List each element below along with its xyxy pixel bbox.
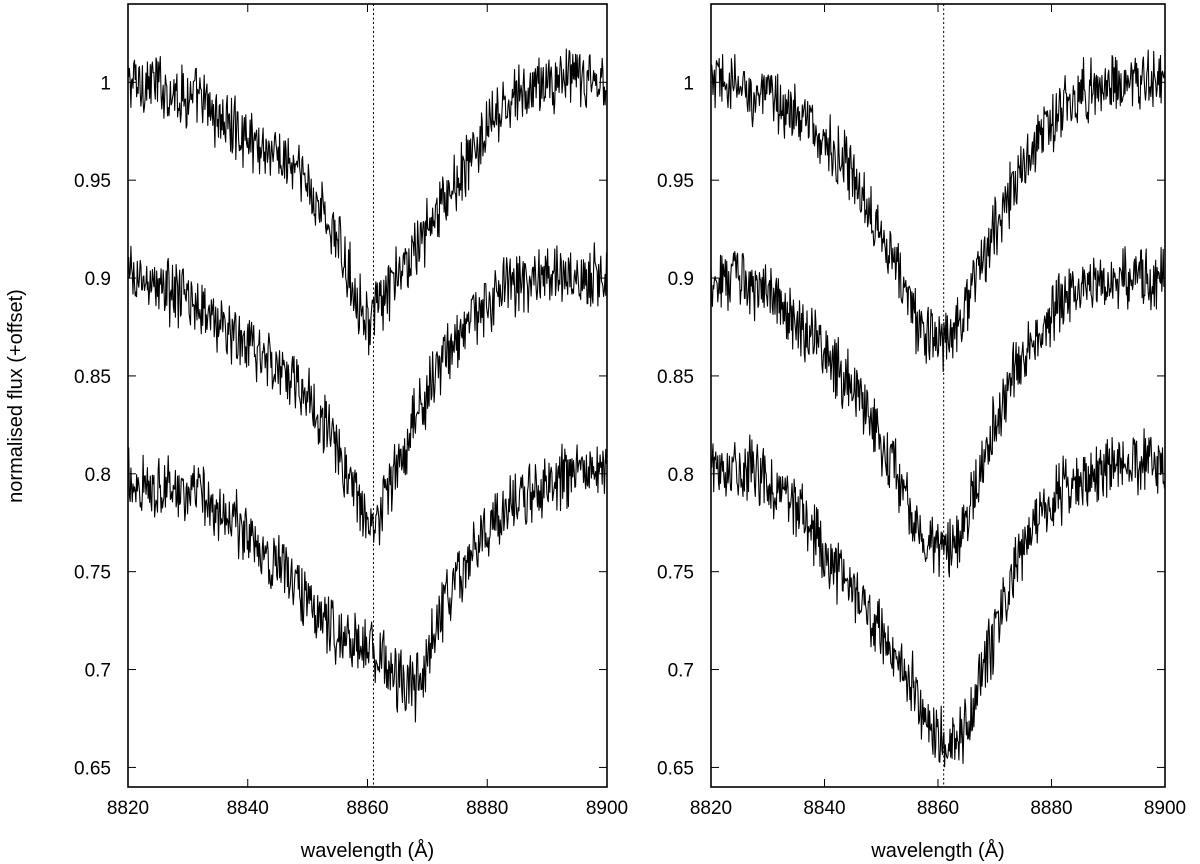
- x-axis-label: wavelength (Å): [870, 839, 1004, 862]
- y-tick-label: 0.9: [85, 269, 111, 290]
- y-tick-label: 0.75: [74, 563, 111, 584]
- spectrum-line-1: [710, 49, 1166, 373]
- x-tick-label: 8880: [1030, 798, 1072, 819]
- y-tick-label: 0.95: [657, 171, 694, 192]
- plot-frame: [127, 3, 608, 788]
- right-panel: 8820 8840 8860 8880 8900 0.65 0.7 0.75 0.8 0.85 0.…: [657, 3, 1186, 862]
- spectrum-line-3: [127, 443, 608, 723]
- y-tick-label: 0.65: [74, 758, 111, 779]
- x-tick-label: 8880: [466, 798, 508, 819]
- left-panel: 8820 8840 8860 8880 8900 0.65 0.7 0.75 0.8 0.85 0.…: [74, 3, 628, 862]
- y-tick-label: 0.8: [85, 465, 111, 486]
- y-tick-label: 1: [100, 73, 111, 94]
- x-tick-label: 8860: [917, 798, 959, 819]
- y-tick-label: 0.65: [657, 758, 694, 779]
- y-tick-label: 1: [683, 73, 694, 94]
- y-tick-label: 0.8: [668, 465, 694, 486]
- y-tick-label: 0.85: [657, 367, 694, 388]
- y-tick-label: 0.85: [74, 367, 111, 388]
- spectrum-line-3: [710, 428, 1166, 768]
- y-tick-label: 0.95: [74, 171, 111, 192]
- y-tick-label: 0.7: [85, 661, 111, 682]
- spectrum-line-1: [127, 48, 607, 356]
- x-axis-label: wavelength (Å): [300, 839, 434, 862]
- x-tick-label: 8820: [690, 798, 732, 819]
- y-axis-label: normalised flux (+offset): [5, 289, 27, 503]
- x-tick-label: 8900: [586, 798, 628, 819]
- x-tick-label: 8900: [1144, 798, 1186, 819]
- x-tick-label: 8860: [346, 798, 388, 819]
- y-tick-label: 0.7: [668, 661, 694, 682]
- y-tick-label: 0.9: [668, 269, 694, 290]
- y-tick-label: 0.75: [657, 563, 694, 584]
- x-tick-label: 8820: [107, 798, 149, 819]
- x-tick-label: 8840: [227, 798, 269, 819]
- x-tick-label: 8840: [803, 798, 845, 819]
- spectrum-line-2: [710, 246, 1165, 578]
- spectrum-line-2: [127, 242, 608, 546]
